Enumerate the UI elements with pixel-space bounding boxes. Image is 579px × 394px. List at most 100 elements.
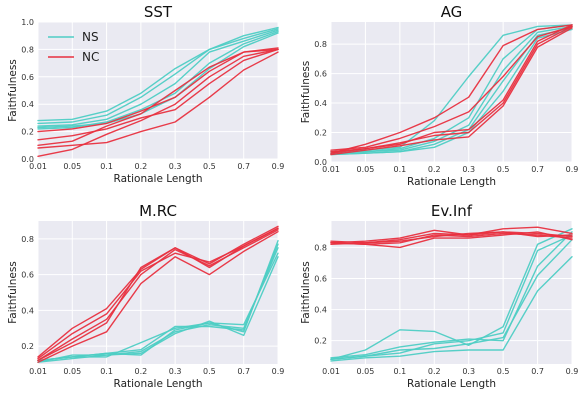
x-tick-label: 0.7 <box>237 367 250 376</box>
x-tick-label: 0.05 <box>357 165 375 174</box>
series-line-nc <box>37 225 279 362</box>
y-tick-label: 0.2 <box>21 342 34 351</box>
x-tick-label: 0.01 <box>322 367 340 376</box>
x-tick-label: 0.01 <box>322 165 340 174</box>
series-line-ns <box>330 24 573 154</box>
x-axis-label: Rationale Length <box>114 173 203 185</box>
legend-label-nc: NC <box>82 50 99 64</box>
y-tick-label: 0.4 <box>314 99 327 108</box>
x-tick-label: 0.2 <box>134 162 147 171</box>
chart-panel-2: 0.01 0.05 0.1 0.2 0.3 0.5 0.7 0.9 0.2 0.4 0.6 0.8 M.… <box>7 202 284 390</box>
x-tick-label: 0.05 <box>63 367 81 376</box>
series-line-ns <box>37 26 279 122</box>
x-tick-label: 0.1 <box>100 162 113 171</box>
series-line-nc <box>330 27 573 156</box>
series-line-nc <box>330 231 573 249</box>
series-line-nc <box>330 24 573 154</box>
x-tick-label: 0.9 <box>566 165 579 174</box>
x-tick-label: 0.5 <box>203 367 216 376</box>
x-tick-label: 0.3 <box>462 165 475 174</box>
x-tick-label: 0.1 <box>393 165 406 174</box>
legend: NS NC <box>48 30 99 64</box>
series-line-nc <box>330 232 573 246</box>
chart-title: SST <box>144 3 173 21</box>
y-axis-label: Faithfulness <box>300 261 312 324</box>
x-tick-label: 0.2 <box>428 165 441 174</box>
x-axis-label: Rationale Length <box>407 176 496 188</box>
y-tick-label: 0.8 <box>314 243 327 252</box>
x-tick-label: 0.7 <box>237 162 250 171</box>
series-line-ns <box>37 243 279 362</box>
series-line-nc <box>37 48 279 158</box>
series-line-nc <box>330 24 573 154</box>
y-tick-label: 0.6 <box>314 275 327 284</box>
x-tick-label: 0.05 <box>63 162 81 171</box>
plot-area <box>38 22 278 159</box>
series-line-nc <box>37 230 279 363</box>
y-tick-label: 0.4 <box>21 306 34 315</box>
series-line-ns <box>330 231 573 359</box>
y-tick-label: 0.8 <box>21 45 34 54</box>
x-tick-label: 0.7 <box>531 367 544 376</box>
series-line-nc <box>37 48 279 141</box>
y-tick-label: 0.4 <box>314 306 327 315</box>
chart-title: M.RC <box>139 202 177 220</box>
y-tick-label: 1.0 <box>21 18 34 27</box>
series-line-ns <box>330 28 573 156</box>
x-tick-label: 0.5 <box>497 165 510 174</box>
series-line-nc <box>37 227 279 358</box>
y-tick-label: 0.6 <box>21 73 34 82</box>
y-axis-label: Faithfulness <box>7 59 19 122</box>
y-tick-label: 0.8 <box>314 40 327 49</box>
chart-title: Ev.Inf <box>431 202 473 220</box>
x-tick-label: 0.2 <box>134 367 147 376</box>
chart-title: AG <box>441 3 463 21</box>
series-line-nc <box>37 227 279 360</box>
legend-label-ns: NS <box>82 30 99 44</box>
y-tick-label: 0.2 <box>21 128 34 137</box>
series-line-nc <box>330 231 573 244</box>
series-line-nc <box>330 25 573 151</box>
y-tick-label: 0.4 <box>21 100 34 109</box>
x-axis-label: Rationale Length <box>407 378 496 390</box>
x-axis-label: Rationale Length <box>114 378 203 390</box>
series-line-ns <box>37 247 279 363</box>
series-line-ns <box>330 238 573 360</box>
x-tick-label: 0.5 <box>203 162 216 171</box>
series-line-nc <box>330 226 573 244</box>
y-tick-label: 0.2 <box>314 337 327 346</box>
series-line-ns <box>330 228 573 360</box>
x-tick-label: 0.01 <box>29 162 47 171</box>
x-tick-label: 0.3 <box>169 162 182 171</box>
y-tick-label: 0.2 <box>314 129 327 138</box>
x-tick-label: 0.5 <box>497 367 510 376</box>
x-tick-label: 0.3 <box>169 367 182 376</box>
x-tick-label: 0.2 <box>428 367 441 376</box>
x-tick-label: 0.01 <box>29 367 47 376</box>
x-tick-label: 0.7 <box>531 165 544 174</box>
series-line-ns <box>37 32 279 129</box>
series-line-ns <box>37 28 279 125</box>
chart-panel-3: 0.01 0.05 0.1 0.2 0.3 0.5 0.7 0.9 0.2 0.4 0.6 0.8 Ev… <box>300 202 578 390</box>
y-tick-label: 0.8 <box>21 235 34 244</box>
series-line-ns <box>330 256 573 362</box>
x-tick-label: 0.9 <box>566 367 579 376</box>
y-tick-label: 0.0 <box>314 158 327 167</box>
y-tick-label: 0.6 <box>21 271 34 280</box>
y-tick-label: 0.0 <box>21 155 34 164</box>
x-tick-label: 0.9 <box>272 367 285 376</box>
x-tick-label: 0.1 <box>393 367 406 376</box>
y-tick-label: 0.6 <box>314 70 327 79</box>
plot-area <box>38 221 278 364</box>
x-tick-label: 0.9 <box>272 162 285 171</box>
chart-panel-0: 0.01 0.05 0.1 0.2 0.3 0.5 0.7 0.9 0.0 0.2 0.4 0.6 0.… <box>7 3 284 185</box>
chart-panel-1: 0.01 0.05 0.1 0.2 0.3 0.5 0.7 0.9 0.0 0.2 0.4 0.6 0.… <box>300 3 578 188</box>
series-line-ns <box>37 256 279 363</box>
y-axis-label: Faithfulness <box>300 61 312 124</box>
x-tick-label: 0.05 <box>357 367 375 376</box>
series-line-ns <box>37 29 279 127</box>
y-axis-label: Faithfulness <box>7 261 19 324</box>
x-tick-label: 0.3 <box>462 367 475 376</box>
x-tick-label: 0.1 <box>100 367 113 376</box>
